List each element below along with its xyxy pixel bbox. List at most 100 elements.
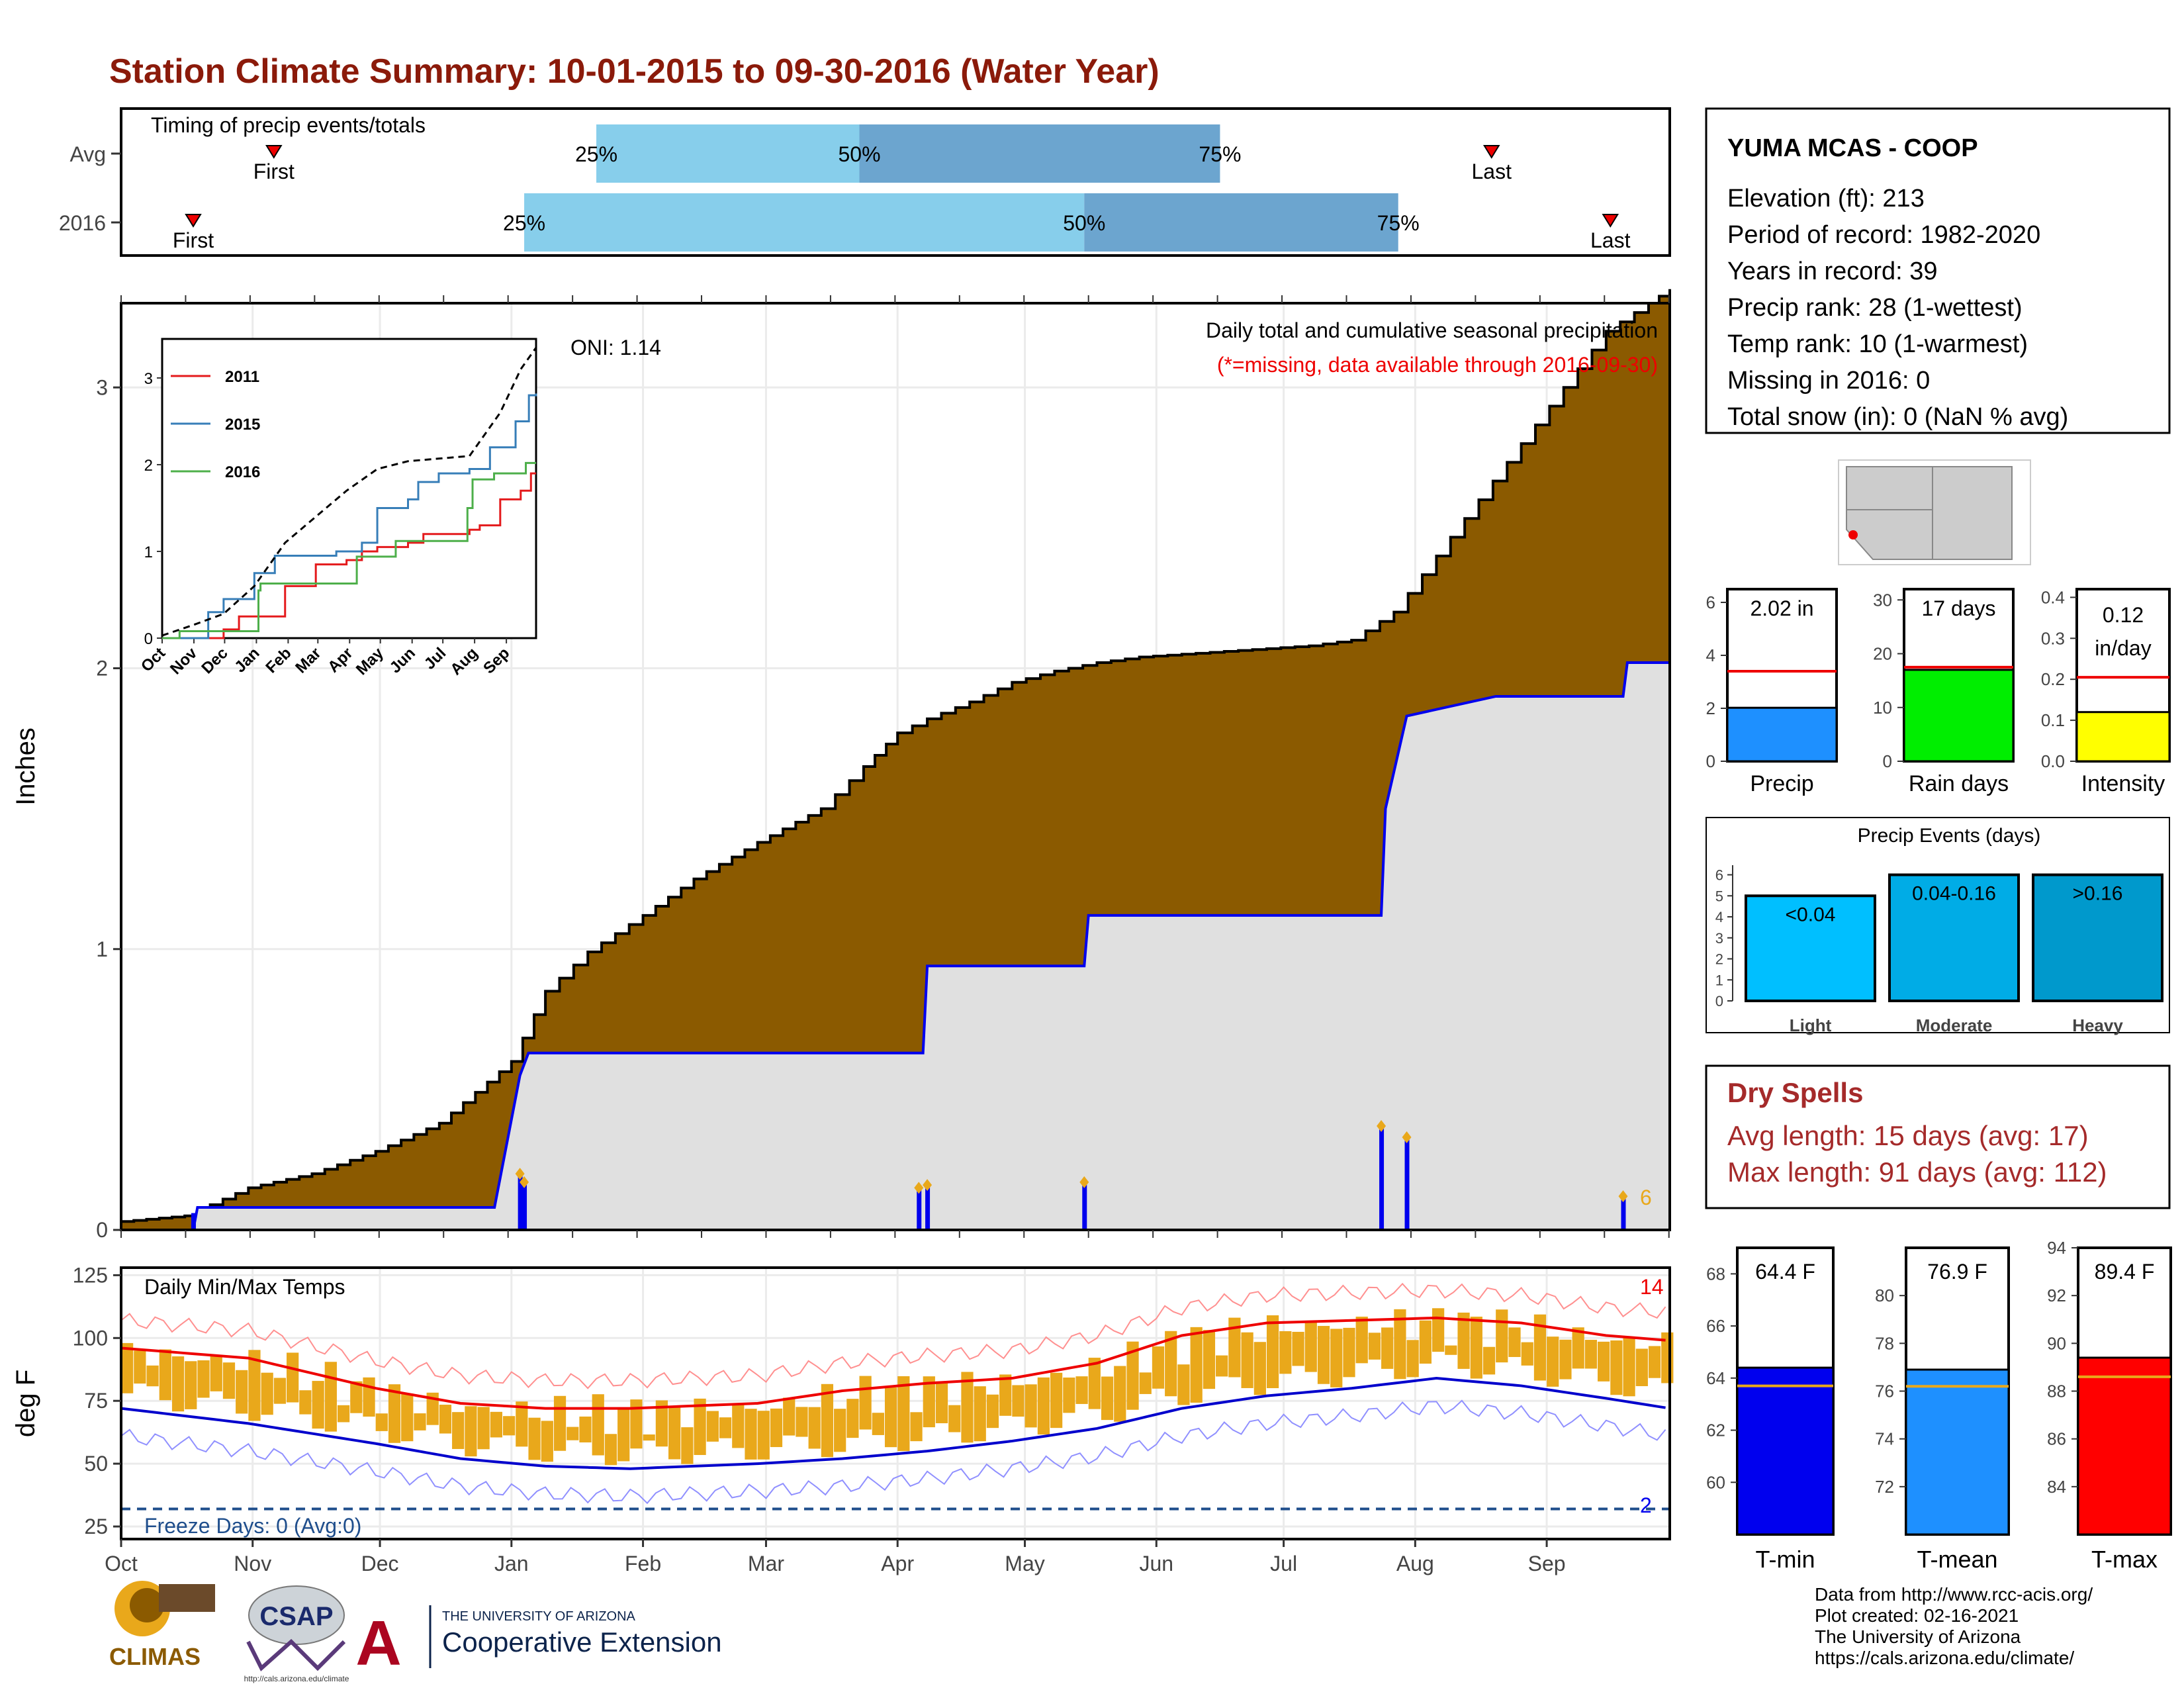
inset-series-2011 (162, 472, 536, 639)
temp-panel-label: T-min (1756, 1546, 1815, 1573)
month-label: Apr (881, 1552, 914, 1575)
temp-panel-ytick: 62 (1706, 1421, 1725, 1440)
locator-map (1838, 459, 2031, 565)
events-ytick: 5 (1715, 888, 1723, 904)
month-label: Mar (748, 1552, 784, 1575)
daily-temp-range-bar (1330, 1329, 1343, 1387)
daily-temp-range-bar (630, 1399, 643, 1449)
footer-text: Data from http://www.rcc-acis.org/ Plot … (1815, 1584, 2093, 1668)
temp-panel-bar (1736, 1366, 1835, 1536)
temp-panel-ytick: 88 (2047, 1382, 2066, 1401)
daily-temp-range-bar (1177, 1364, 1190, 1405)
daily-temp-range-bar (401, 1393, 414, 1442)
daily-temp-range-bar (1101, 1376, 1114, 1421)
events-category-label: Light (1790, 1015, 1832, 1035)
daily-temp-range-bar (477, 1407, 490, 1450)
inset-series-avg (161, 347, 537, 637)
daily-temp-range-bar (923, 1376, 935, 1428)
timing-first-marker (185, 214, 202, 228)
daily-precip-bar (522, 1182, 527, 1230)
timing-first-marker (265, 145, 283, 159)
events-bar-value: 0.04-0.16 (1912, 883, 1996, 905)
daily-temp-range-bar (210, 1355, 222, 1391)
daily-temp-range-bar (388, 1384, 401, 1443)
timing-p50-label: 50% (1063, 211, 1105, 235)
avg-min-line (120, 1377, 1666, 1470)
events-bar-value: >0.16 (2073, 883, 2123, 905)
timing-p25-label: 25% (575, 142, 617, 166)
footer-line-1: Data from http://www.rcc-acis.org/ (1815, 1584, 2093, 1605)
precip-ytick: 0 (96, 1218, 108, 1242)
month-label: Oct (105, 1552, 138, 1575)
inset-series-2016 (162, 461, 536, 639)
station-location-marker (1848, 530, 1858, 539)
mini-panel-label: Precip (1750, 771, 1813, 796)
daily-temp-range-bar (248, 1350, 261, 1421)
daily-temp-range-bar (414, 1413, 426, 1430)
month-label: Sep (1528, 1552, 1566, 1575)
daily-temp-range-bar (821, 1383, 834, 1458)
temp-panel-label: T-mean (1917, 1546, 1997, 1573)
daily-temp-range-bar (1139, 1372, 1152, 1394)
station-info-line: Total snow (in): 0 (NaN % avg) (1727, 403, 2068, 431)
events-bar-heavy (2032, 873, 2163, 1002)
month-label: Aug (1396, 1552, 1434, 1575)
month-label: Jan (494, 1552, 529, 1575)
daily-temp-range-bar (1037, 1377, 1050, 1435)
events-category-label: Moderate (1916, 1015, 1993, 1035)
avg-max-line (120, 1316, 1666, 1410)
daily-precip-bar (191, 1213, 196, 1230)
mini-panel-value: 17 days (1921, 596, 1995, 620)
month-label: Nov (234, 1552, 271, 1575)
events-ytick: 0 (1715, 993, 1723, 1009)
temp-panel-ytick: 90 (2047, 1333, 2066, 1353)
daily-temp-range-bar (1266, 1315, 1279, 1389)
temp-panel-ytick: 74 (1875, 1429, 1894, 1449)
timing-last-label: Last (1471, 160, 1512, 183)
daily-temp-range-bar (1075, 1376, 1088, 1404)
daily-temp-range-bar (1012, 1385, 1024, 1417)
month-label: Feb (625, 1552, 661, 1575)
timing-last-marker (1602, 214, 1619, 228)
daily-precip-marker (923, 1179, 933, 1192)
mini-panel-value-unit: in/day (2095, 636, 2151, 660)
station-info-line: Missing in 2016: 0 (1727, 367, 1930, 395)
timing-bar-late (1084, 193, 1398, 252)
temp-panel-ytick: 80 (1875, 1286, 1894, 1305)
daily-temp-range-bar (1432, 1308, 1445, 1352)
mini-panel-ytick: 2 (1706, 698, 1715, 718)
record-min-line (120, 1399, 1666, 1505)
daily-temp-range-bar (732, 1403, 745, 1448)
temp-panel-ytick: 92 (2047, 1286, 2066, 1305)
daily-temp-range-bar (604, 1434, 617, 1466)
temp-panel-value: 64.4 F (1755, 1260, 1815, 1284)
mini-panel-bar (1726, 706, 1838, 763)
mini-panel-ytick: 0.4 (2041, 587, 2065, 607)
daily-temp-range-bar (171, 1356, 185, 1412)
timing-p75-label: 75% (1199, 142, 1241, 166)
daily-temp-range-bar (146, 1365, 159, 1387)
mini-panel-bar (1903, 669, 2015, 763)
dry-spells-avg: Avg length: 15 days (avg: 17) (1727, 1120, 2089, 1151)
mini-panel-value: 0.12 (2103, 603, 2144, 627)
daily-precip-marker (520, 1176, 529, 1188)
station-info-line: Years in record: 39 (1727, 258, 1938, 285)
timing-p50-label: 50% (838, 142, 880, 166)
daily-temp-range-bar (375, 1413, 388, 1431)
mini-panel-bar (2075, 711, 2171, 763)
ua-logo: A THE UNIVERSITY OF ARIZONA Cooperative … (355, 1605, 722, 1679)
temp-ylabel: deg F (11, 1370, 40, 1437)
inset-legend-label: 2015 (225, 416, 260, 434)
daily-precip-bar (1082, 1182, 1087, 1230)
mini-panel-value: 2.02 in (1750, 596, 1813, 620)
events-ytick: 1 (1715, 972, 1723, 988)
daily-temp-range-bar (1445, 1345, 1457, 1355)
ua-small-text: THE UNIVERSITY OF ARIZONA (442, 1609, 636, 1624)
timing-panel: Timing of precip events/totals Avg 2016 … (59, 107, 1671, 257)
daily-temp-range-bar (159, 1349, 171, 1401)
daily-temp-range-bar (236, 1370, 248, 1414)
daily-temp-range-bar (1572, 1327, 1584, 1369)
daily-temp-range-bar (681, 1427, 694, 1464)
daily-temp-range-bar (1381, 1327, 1394, 1369)
timing-bar-early (596, 124, 860, 183)
